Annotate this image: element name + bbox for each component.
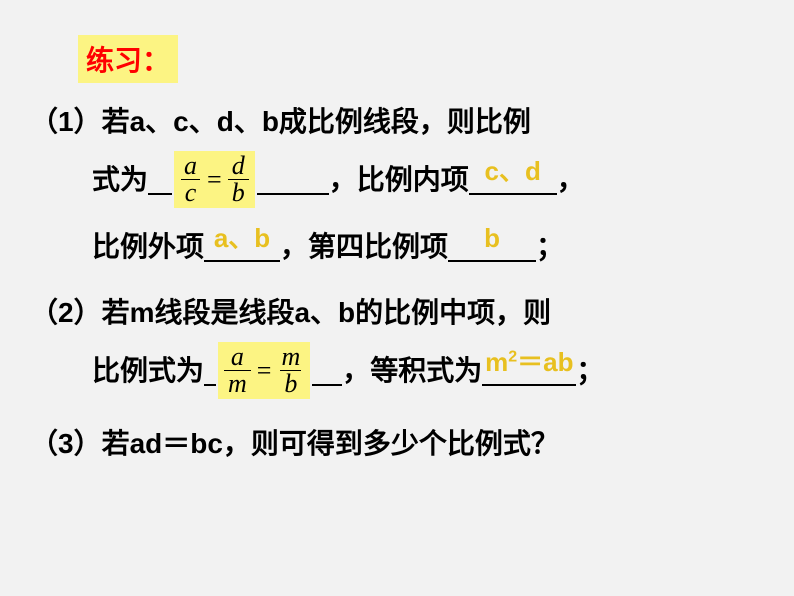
q1-text-2b: ，比例内项 xyxy=(329,159,469,201)
q1-text-1: （1）若a、c、d、b成比例线段，则比例 xyxy=(30,101,531,143)
q1-line1: （1）若a、c、d、b成比例线段，则比例 xyxy=(30,101,774,143)
answer-product: m2＝ab xyxy=(485,343,573,382)
frac2-den1: m xyxy=(224,370,251,397)
fraction-ac: a c xyxy=(180,153,201,206)
frac2-den2: b xyxy=(280,370,301,397)
frac1-num1: a xyxy=(180,153,201,179)
answer-fourth-item: b xyxy=(484,219,500,258)
equals-1: = xyxy=(207,160,222,199)
frac2-num1: a xyxy=(227,344,248,370)
title-highlight: 练习： xyxy=(78,35,178,83)
ans-prod-rest: ＝ab xyxy=(517,347,573,377)
q2-text-1: （2）若m线段是线段a、b的比例中项，则 xyxy=(30,292,551,334)
q3-text-1: （3）若ad＝bc，则可得到多少个比例式？ xyxy=(30,423,559,465)
frac1-den1: c xyxy=(181,179,201,206)
frac1-den2: b xyxy=(228,179,249,206)
ans-prod-base: m xyxy=(485,347,508,377)
q1-text-2c: ， xyxy=(557,159,585,201)
blank-frac1-pre xyxy=(148,164,172,195)
frac1-num2: d xyxy=(228,153,249,179)
q1-line3: 比例外项 a、b ，第四比例项 b ； xyxy=(92,226,774,268)
blank-outer-items: a、b xyxy=(204,232,280,263)
answer-inner-items: c、d xyxy=(485,152,541,191)
blank-product: m2＝ab xyxy=(482,355,576,386)
fraction-mb: m b xyxy=(277,344,304,397)
blank-frac2-pre xyxy=(204,355,216,386)
q2-text-2c: ； xyxy=(576,350,604,392)
blank-frac2-post xyxy=(312,355,342,386)
q1-text-3b: ，第四比例项 xyxy=(280,226,448,268)
fraction-db: d b xyxy=(228,153,249,206)
equals-2: = xyxy=(257,351,272,390)
frac2-num2: m xyxy=(277,344,304,370)
q2-text-2b: ，等积式为 xyxy=(342,350,482,392)
q1-text-2a: 式为 xyxy=(92,159,148,201)
q3-line1: （3）若ad＝bc，则可得到多少个比例式？ xyxy=(30,423,774,465)
q2-line1: （2）若m线段是线段a、b的比例中项，则 xyxy=(30,292,774,334)
q1-text-3a: 比例外项 xyxy=(92,226,204,268)
slide-container: 练习： （1）若a、c、d、b成比例线段，则比例 式为 a c = d b ，比… xyxy=(0,0,794,596)
blank-fourth-item: b xyxy=(448,232,536,263)
answer-outer-items: a、b xyxy=(214,219,270,258)
fraction-box-1: a c = d b xyxy=(174,151,255,208)
blank-frac1-post xyxy=(257,164,329,195)
blank-inner-items: c、d xyxy=(469,164,557,195)
q1-line2: 式为 a c = d b ，比例内项 c、d ， xyxy=(92,151,774,208)
title-text: 练习： xyxy=(86,45,170,76)
q2-text-2a: 比例式为 xyxy=(92,350,204,392)
fraction-box-2: a m = m b xyxy=(218,342,310,399)
q2-line2: 比例式为 a m = m b ，等积式为 m2＝ab ； xyxy=(92,342,774,399)
q1-text-3c: ； xyxy=(536,226,564,268)
fraction-am: a m xyxy=(224,344,251,397)
ans-prod-sup: 2 xyxy=(508,348,517,365)
